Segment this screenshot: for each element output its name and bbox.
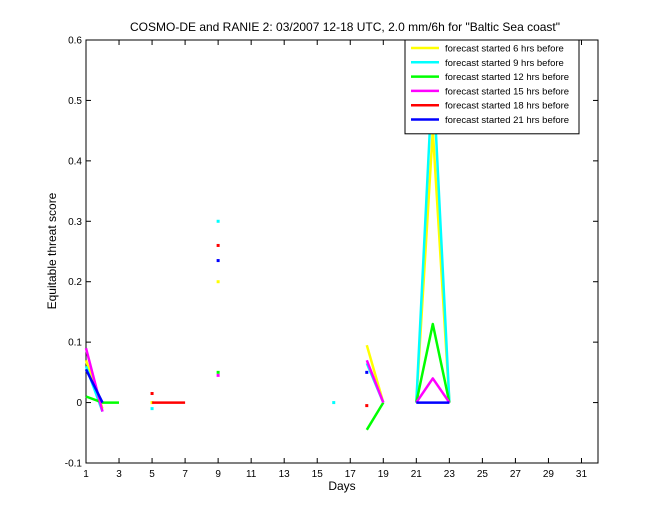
data-point — [216, 219, 220, 223]
x-tick-label: 7 — [182, 469, 188, 480]
series-6 — [84, 259, 450, 404]
legend-entry: forecast started 12 hrs before — [445, 72, 569, 83]
legend-box — [404, 39, 580, 135]
x-tick-label: 17 — [345, 469, 357, 480]
y-tick-label: 0 — [76, 398, 82, 409]
x-tick-label: 31 — [576, 469, 588, 480]
legend-entry: forecast started 9 hrs before — [445, 58, 564, 69]
data-point — [332, 401, 336, 405]
data-point — [365, 370, 369, 374]
data-point — [216, 373, 220, 377]
series-line — [84, 347, 104, 412]
legend: forecast started 6 hrs before forecast st… — [404, 39, 580, 135]
series-line — [415, 377, 451, 404]
legend-entry: forecast started 18 hrs before — [445, 101, 569, 112]
legend-entry: forecast started 21 hrs before — [445, 115, 569, 126]
y-axis-label: Equitable threat score — [45, 192, 59, 309]
x-tick-label: 15 — [312, 469, 324, 480]
x-tick-label: 27 — [510, 469, 522, 480]
series-layer — [84, 68, 451, 431]
x-tick-label: 19 — [378, 469, 390, 480]
x-tick-label: 21 — [411, 469, 423, 480]
data-point — [216, 259, 220, 263]
chart-title: COSMO-DE and RANIE 2: 03/2007 12-18 UTC,… — [130, 20, 560, 34]
data-point — [150, 392, 154, 396]
data-point — [365, 404, 369, 408]
x-tick-label: 5 — [149, 469, 155, 480]
data-point — [150, 401, 154, 405]
x-axis-label: Days — [328, 479, 355, 493]
x-tick-label: 25 — [477, 469, 489, 480]
x-tick-label: 1 — [83, 469, 89, 480]
x-tick-label: 3 — [116, 469, 122, 480]
y-tick-label: 0.6 — [68, 36, 82, 47]
x-tick-label: 29 — [543, 469, 555, 480]
x-tick-label: 11 — [246, 469, 257, 480]
x-tick-label: 23 — [444, 469, 456, 480]
legend-entry: forecast started 6 hrs before — [445, 44, 564, 55]
data-point — [216, 243, 220, 247]
y-tick-label: 0.5 — [68, 96, 82, 107]
legend-entry: forecast started 15 hrs before — [445, 86, 569, 97]
y-tick-label: 0.2 — [68, 277, 82, 288]
series-5 — [150, 243, 369, 408]
series-4 — [84, 347, 451, 412]
y-tick-label: 0.3 — [68, 217, 82, 228]
data-point — [216, 370, 220, 374]
series-line — [415, 322, 451, 403]
y-tick-label: -0.1 — [65, 459, 83, 470]
y-tick-label: 0.1 — [68, 338, 82, 349]
series-line — [365, 359, 385, 404]
x-tick-label: 13 — [279, 469, 291, 480]
series-line — [365, 401, 385, 431]
axis-ticks: 1 3 5 7 9 11 13 15 17 19 21 23 25 27 29 31-0.100.10.20.… — [65, 36, 598, 480]
series-line — [84, 368, 104, 404]
data-point — [150, 407, 154, 411]
y-tick-label: 0.4 — [68, 156, 82, 167]
data-point — [216, 280, 220, 284]
x-tick-label: 9 — [215, 469, 221, 480]
